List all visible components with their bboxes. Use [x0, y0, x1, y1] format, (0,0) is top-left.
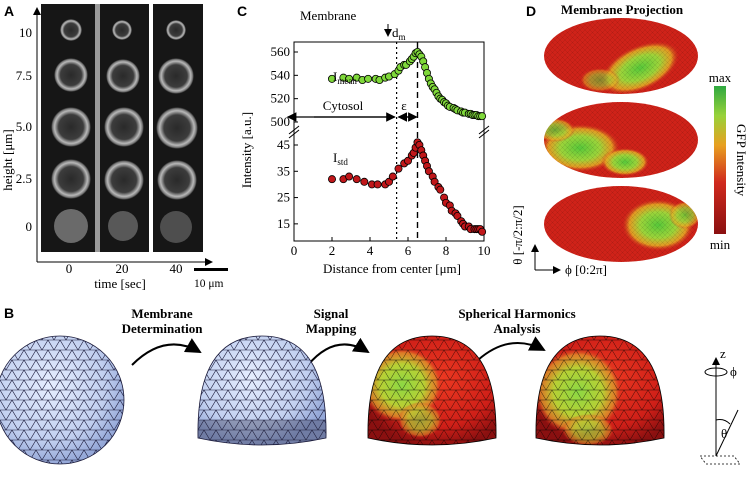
panel-a-xtick: 40: [170, 261, 183, 276]
step-arrow: [131, 338, 202, 366]
intensity-chart: 0 2 4 6 8 10 500 520 540 560 15 25 35 45: [271, 41, 491, 258]
istd-point: [388, 172, 397, 181]
imean-label: Imean: [333, 69, 357, 86]
imean-point: [364, 74, 373, 83]
panel-a-xtick: 0: [66, 261, 73, 276]
axis-break: [478, 125, 490, 135]
chart-frame: [293, 41, 485, 242]
phi-axis-label: ϕ [0:2π]: [565, 262, 607, 277]
axis-break: [288, 125, 300, 135]
panel-label-c: C: [237, 3, 247, 19]
step-label: Mapping: [306, 321, 357, 336]
projection-title: Membrane Projection: [561, 2, 684, 17]
mesh-membrane: [197, 335, 327, 446]
chart-xlabel: Distance from center [μm]: [323, 261, 461, 276]
istd-label: Istd: [333, 150, 348, 167]
theta-axis-label: θ [-π/2:π/2]: [510, 205, 525, 264]
x-tick-label: 2: [329, 243, 336, 258]
projection-map: [544, 18, 698, 94]
scale-bar: [194, 268, 228, 271]
y-tick-label: 15: [277, 216, 290, 231]
step-label: Signal: [314, 306, 349, 321]
step-arrow: [307, 337, 370, 366]
y-tick-label: 500: [271, 114, 291, 129]
panel-a-ytick: 7.5: [16, 68, 32, 83]
panel-a-xlabel: time [sec]: [94, 276, 146, 291]
colorbar-label: GFP Intensity: [734, 124, 748, 197]
imean-point: [327, 74, 336, 83]
panel-label-a: A: [4, 3, 14, 19]
y-tick-label: 45: [277, 137, 290, 152]
chart-ylabel: Intensity [a.u.]: [239, 112, 254, 188]
panel-label-d: D: [526, 3, 536, 19]
istd-point: [327, 175, 336, 184]
panel-a-ytick: 2.5: [16, 171, 32, 186]
istd-point: [360, 177, 369, 186]
epsilon-label: ε: [401, 98, 407, 113]
panel-a-ytick: 5.0: [16, 119, 32, 134]
imean-point: [478, 112, 487, 121]
y-tick-label: 560: [271, 44, 291, 59]
istd-point: [373, 180, 382, 189]
axis-break: [288, 129, 300, 139]
mesh-harmonics: [535, 335, 665, 446]
istd-point: [394, 164, 403, 173]
step-label: Spherical Harmonics: [458, 306, 575, 321]
y-tick-label: 35: [277, 163, 290, 178]
y-tick-label: 520: [271, 91, 291, 106]
y-tick-label: 25: [277, 190, 290, 205]
projection-map: [544, 102, 698, 178]
colorbar: [714, 86, 726, 234]
cell-images: [51, 19, 198, 243]
panel-label-b: B: [4, 305, 14, 321]
mesh-sphere: [0, 335, 125, 465]
x-tick-label: 8: [443, 243, 450, 258]
membrane-label: Membrane: [300, 8, 357, 23]
x-tick-label: 6: [405, 243, 412, 258]
x-tick-label: 4: [367, 243, 374, 258]
coordinate-system-icon: z ϕ θ: [699, 346, 741, 465]
panel-a-ytick: 0: [26, 219, 33, 234]
axis-break: [478, 129, 490, 139]
panel-a-ytick: 10: [19, 25, 32, 40]
colorbar-max: max: [709, 70, 732, 85]
colorbar-min: min: [710, 237, 731, 252]
dm-label: dm: [392, 25, 406, 42]
imean-point: [345, 74, 354, 83]
panel-a-xtick: 20: [116, 261, 129, 276]
scale-bar-label: 10 μm: [194, 278, 224, 290]
istd-point: [436, 185, 445, 194]
mesh-signal-mapped: [367, 335, 497, 446]
step-label: Membrane: [131, 306, 193, 321]
x-tick-label: 0: [291, 243, 298, 258]
axis-z-label: z: [720, 346, 726, 361]
cytosol-label: Cytosol: [323, 98, 364, 113]
panel-a-ylabel: height [μm]: [0, 129, 15, 190]
istd-point: [345, 172, 354, 181]
istd-point: [478, 227, 487, 236]
y-tick-label: 540: [271, 67, 291, 82]
microscopy-strip: [41, 4, 203, 252]
projection-map: [544, 186, 698, 262]
panel-c: C Membrane dm 0 2 4 6 8 10 500 520 540 560 15 25 35 4…: [237, 3, 491, 276]
step-label: Determination: [122, 321, 204, 336]
panel-b: B Membrane Determination Signal Mapping …: [0, 305, 741, 465]
istd-point: [352, 175, 361, 184]
x-tick-label: 10: [478, 243, 491, 258]
step-label: Analysis: [494, 321, 541, 336]
axis-phi-label: ϕ: [730, 364, 737, 379]
panel-a: A height [μm]: [0, 3, 228, 291]
panel-d: D Membrane Projection: [510, 2, 748, 277]
step-arrow: [477, 336, 546, 361]
axis-theta-label: θ: [721, 426, 727, 441]
